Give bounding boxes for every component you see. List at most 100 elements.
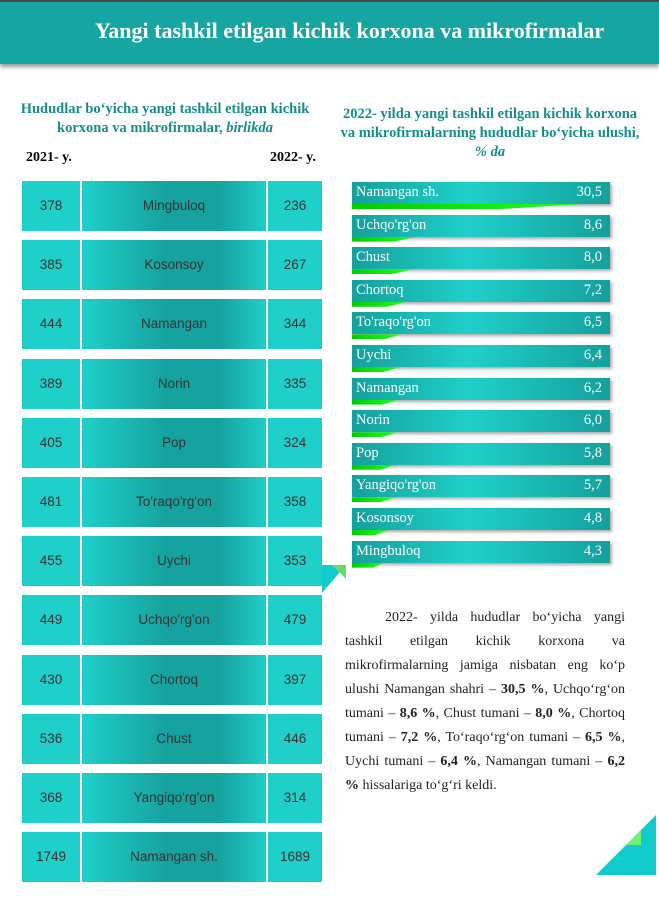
- page-header: Yangi tashkil etilgan kichik korxona va …: [0, 2, 659, 64]
- highlight-value: 6,2 %: [345, 754, 625, 793]
- table-row: 368 Yangiqo'rg'on 314: [22, 773, 322, 823]
- highlight-value: 6,4 %: [440, 754, 478, 769]
- bar-label: Norin: [356, 412, 390, 429]
- district-name: Namangan sh.: [82, 832, 266, 883]
- table-row: 378 Mingbuloq 236: [22, 181, 322, 231]
- value-2022: 324: [268, 417, 322, 468]
- table-row: 389 Norin 335: [22, 358, 322, 409]
- value-2021: 455: [22, 536, 80, 587]
- text-segment: 2022- yilda hududlar bo‘yicha yangi tash…: [345, 610, 625, 697]
- share-wedge: [352, 367, 401, 372]
- district-name: Norin: [82, 358, 266, 409]
- text-segment: , Chust tumani –: [435, 706, 536, 721]
- district-name: Pop: [82, 417, 266, 468]
- highlight-value: 8,0 %: [535, 706, 572, 721]
- share-wedge: [352, 497, 395, 503]
- text-segment: , Uchqo‘rg‘on tumani –: [345, 682, 626, 721]
- value-2021: 481: [22, 477, 80, 527]
- share-wedge: [352, 204, 582, 209]
- col-2021-header: 2021- y.: [26, 150, 72, 165]
- district-name: Kosonsoy: [82, 240, 266, 291]
- bar-label: Uychi: [356, 347, 392, 363]
- chart-bar: Uychi 6,4: [352, 345, 610, 367]
- bar-value: 6,0: [583, 412, 602, 429]
- chart-bar: Norin 6,0: [352, 410, 610, 433]
- chart-title-unit: % da: [474, 144, 506, 160]
- bar-label: Mingbuloq: [356, 542, 421, 559]
- bar-value: 30,5: [576, 184, 602, 200]
- share-wedge: [352, 334, 402, 340]
- bar-value: 5,8: [583, 444, 602, 461]
- bar-value: 7,2: [583, 281, 602, 298]
- district-name: Mingbuloq: [82, 181, 266, 231]
- chart-bar: Namangan 6,2: [352, 377, 610, 400]
- table-row: 405 Pop 324: [22, 417, 322, 468]
- bar-value: 6,5: [583, 314, 602, 331]
- decorative-triangle-icon: [322, 565, 346, 593]
- table-title-unit: birlikda: [226, 120, 273, 136]
- table-row: 430 Chortoq 397: [22, 654, 322, 705]
- table-title-text: Hududlar bo‘yicha yangi tashkil etilgan …: [20, 101, 310, 136]
- bar-label: Yangiqo'rg'on: [356, 477, 437, 494]
- share-wedge: [352, 399, 399, 405]
- district-name: To'raqo'rg'on: [82, 477, 266, 527]
- text-segment: hissalariga to‘g‘ri keldi.: [359, 778, 497, 793]
- value-2021: 536: [22, 713, 80, 764]
- value-2021: 1749: [22, 832, 80, 883]
- value-2021: 449: [22, 595, 80, 646]
- bar-value: 8,0: [583, 249, 602, 266]
- col-2022-header: 2022- y.: [270, 150, 316, 165]
- chart-bar: Yangiqo'rg'on 5,7: [352, 475, 610, 498]
- bar-label: Chortoq: [356, 281, 404, 298]
- value-2022: 314: [268, 773, 322, 823]
- chart-bar: To'raqo'rg'on 6,5: [352, 312, 610, 335]
- value-2021: 389: [22, 358, 80, 409]
- highlight-value: 30,5 %: [500, 682, 545, 697]
- value-2021: 444: [22, 299, 80, 350]
- district-name: Uychi: [82, 536, 266, 587]
- chart-bar: Uchqo'rg'on 8,6: [352, 214, 610, 237]
- bar-label: Kosonsoy: [356, 510, 415, 526]
- bar-value: 6,4: [583, 347, 602, 363]
- text-segment: , Namangan tumani –: [477, 754, 608, 769]
- chart-bar: Chust 8,0: [352, 247, 610, 270]
- share-wedge: [352, 301, 407, 307]
- district-name: Chust: [82, 713, 266, 764]
- value-2022: 1689: [268, 832, 322, 883]
- district-name: Chortoq: [82, 654, 266, 705]
- share-wedge: [352, 562, 385, 568]
- share-wedge: [352, 432, 398, 438]
- share-wedge: [352, 530, 389, 535]
- text-segment: , Chortoq tumani –: [345, 706, 625, 745]
- bar-value: 4,3: [583, 542, 602, 559]
- value-2022: 479: [268, 595, 322, 646]
- bar-label: Chust: [356, 249, 390, 266]
- chart-title: 2022- yilda yangi tashkil etilgan kichik…: [340, 105, 640, 162]
- bar-value: 6,2: [583, 379, 602, 396]
- bar-value: 5,7: [583, 477, 602, 494]
- bar-label: Pop: [356, 444, 379, 461]
- share-wedge: [352, 269, 413, 275]
- value-2021: 405: [22, 417, 80, 468]
- summary-paragraph: 2022- yilda hududlar bo‘yicha yangi tash…: [345, 606, 625, 798]
- share-wedge: [352, 236, 417, 242]
- value-2022: 446: [268, 713, 322, 764]
- highlight-value: 8,6 %: [399, 706, 436, 721]
- value-2022: 344: [268, 299, 322, 350]
- text-segment: , To‘raqo‘rg‘on tumani –: [437, 730, 586, 745]
- bar-value: 8,6: [583, 216, 602, 233]
- chart-title-text: 2022- yilda yangi tashkil etilgan kichik…: [340, 106, 640, 141]
- share-wedge: [352, 464, 396, 470]
- table-row: 444 Namangan 344: [22, 299, 322, 350]
- highlight-value: 7,2 %: [400, 730, 438, 745]
- chart-bar: Kosonsoy 4,8: [352, 508, 610, 530]
- value-2021: 430: [22, 654, 80, 705]
- table-row: 449 Uchqo'rg'on 479: [22, 595, 322, 646]
- district-name: Namangan: [82, 299, 266, 350]
- bar-label: To'raqo'rg'on: [356, 314, 432, 331]
- table-row: 481 To'raqo'rg'on 358: [22, 477, 322, 527]
- decorative-corner-icon: [596, 815, 656, 875]
- highlight-value: 6,5 %: [585, 730, 622, 745]
- bar-label: Namangan: [356, 379, 419, 396]
- value-2022: 236: [268, 181, 322, 231]
